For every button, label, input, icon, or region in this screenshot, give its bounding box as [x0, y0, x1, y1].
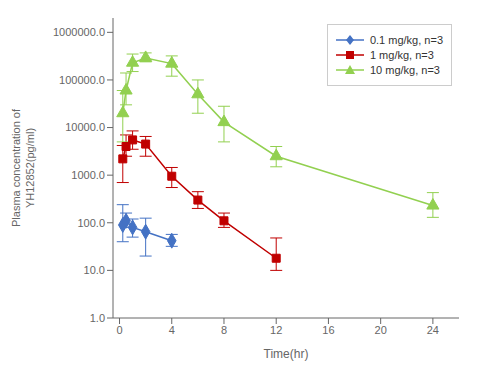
svg-text:100000.0: 100000.0 — [59, 74, 105, 86]
svg-text:Time(hr): Time(hr) — [264, 347, 309, 361]
svg-text:1000000.0: 1000000.0 — [53, 26, 105, 38]
svg-text:10000.0: 10000.0 — [65, 121, 105, 133]
svg-text:10.0: 10.0 — [84, 264, 105, 276]
svg-text:100.0: 100.0 — [77, 217, 105, 229]
svg-text:Plasma concentration ofYH12852: Plasma concentration ofYH12852(pg/ml) — [10, 108, 35, 227]
svg-text:20: 20 — [375, 324, 387, 336]
svg-text:4: 4 — [169, 324, 175, 336]
svg-text:16: 16 — [322, 324, 334, 336]
svg-text:1.0: 1.0 — [90, 312, 105, 324]
html-text:1 mg/kg, n=3: 1 mg/kg, n=3 — [369, 49, 434, 61]
html-text:10 mg/kg, n=3: 10 mg/kg, n=3 — [369, 64, 440, 76]
svg-text:0: 0 — [116, 324, 122, 336]
svg-text:8: 8 — [221, 324, 227, 336]
svg-text:12: 12 — [270, 324, 282, 336]
svg-text:1000.0: 1000.0 — [71, 169, 105, 181]
html-text:0.1 mg/kg, n=3: 0.1 mg/kg, n=3 — [369, 34, 443, 46]
svg-text:24: 24 — [427, 324, 439, 336]
